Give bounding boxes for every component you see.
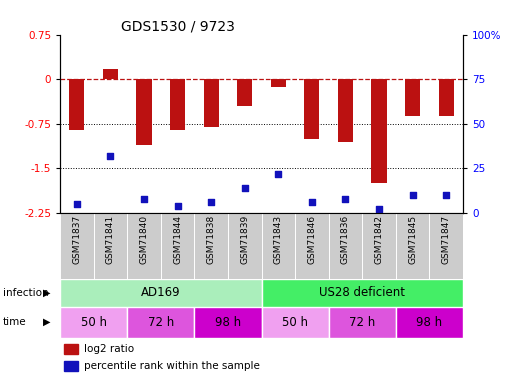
- Bar: [103, 69, 118, 80]
- Bar: [338, 80, 353, 142]
- Point: [207, 200, 215, 206]
- Bar: [137, 80, 152, 145]
- Point: [274, 171, 282, 177]
- Text: AD169: AD169: [141, 286, 180, 299]
- Bar: [127, 307, 195, 338]
- Bar: [60, 307, 127, 338]
- Text: time: time: [3, 317, 26, 327]
- Text: GDS1530 / 9723: GDS1530 / 9723: [120, 20, 234, 34]
- Bar: [64, 362, 78, 371]
- Text: 98 h: 98 h: [416, 316, 442, 328]
- Text: ▶: ▶: [43, 317, 50, 327]
- Bar: [203, 80, 219, 127]
- Text: GSM71843: GSM71843: [274, 215, 283, 264]
- Point: [174, 203, 182, 209]
- Text: 98 h: 98 h: [215, 316, 241, 328]
- Bar: [170, 80, 185, 130]
- Point: [140, 196, 148, 202]
- Bar: [271, 80, 286, 87]
- Point: [73, 201, 81, 207]
- Point: [442, 192, 450, 198]
- Bar: [60, 279, 262, 307]
- Text: GSM71842: GSM71842: [374, 215, 383, 264]
- Text: log2 ratio: log2 ratio: [84, 344, 134, 354]
- Bar: [328, 307, 396, 338]
- Text: 72 h: 72 h: [147, 316, 174, 328]
- Text: GSM71844: GSM71844: [173, 215, 182, 264]
- Text: 50 h: 50 h: [282, 316, 308, 328]
- Text: GSM71845: GSM71845: [408, 215, 417, 264]
- Text: GSM71847: GSM71847: [441, 215, 451, 264]
- Text: GSM71836: GSM71836: [341, 215, 350, 264]
- Bar: [64, 344, 78, 354]
- Bar: [262, 307, 328, 338]
- Point: [408, 192, 417, 198]
- Point: [341, 196, 349, 202]
- Bar: [237, 80, 252, 106]
- Text: 50 h: 50 h: [81, 316, 107, 328]
- Text: GSM71841: GSM71841: [106, 215, 115, 264]
- Point: [241, 185, 249, 191]
- Bar: [262, 279, 463, 307]
- Text: GSM71846: GSM71846: [308, 215, 316, 264]
- Text: infection: infection: [3, 288, 48, 298]
- Point: [375, 206, 383, 212]
- Bar: [438, 80, 453, 116]
- Bar: [70, 80, 85, 130]
- Text: GSM71839: GSM71839: [240, 215, 249, 264]
- Text: GSM71840: GSM71840: [140, 215, 149, 264]
- Text: ▶: ▶: [43, 288, 50, 298]
- Bar: [405, 80, 420, 116]
- Bar: [396, 307, 463, 338]
- Text: GSM71837: GSM71837: [72, 215, 82, 264]
- Text: US28 deficient: US28 deficient: [319, 286, 405, 299]
- Text: 72 h: 72 h: [349, 316, 376, 328]
- Point: [308, 200, 316, 206]
- Text: percentile rank within the sample: percentile rank within the sample: [84, 362, 260, 371]
- Bar: [195, 307, 262, 338]
- Point: [106, 153, 115, 159]
- Bar: [371, 80, 386, 183]
- Text: GSM71838: GSM71838: [207, 215, 215, 264]
- Bar: [304, 80, 320, 139]
